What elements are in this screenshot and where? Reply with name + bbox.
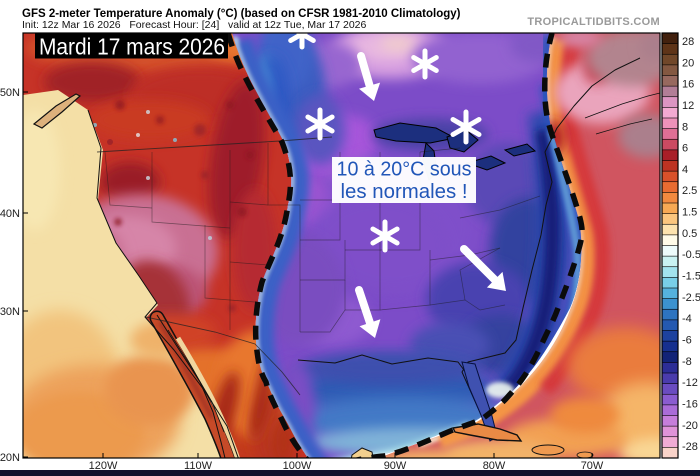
- svg-text:28: 28: [682, 36, 694, 48]
- svg-text:8: 8: [682, 121, 688, 133]
- svg-text:2.5: 2.5: [682, 185, 697, 197]
- svg-text:20N: 20N: [0, 452, 20, 464]
- svg-text:GFS 2-meter Temperature Anomal: GFS 2-meter Temperature Anomaly (°C) (ba…: [22, 8, 461, 20]
- svg-text:-28: -28: [682, 441, 698, 453]
- svg-text:80W: 80W: [483, 460, 506, 472]
- svg-text:110W: 110W: [184, 460, 213, 472]
- svg-text:50N: 50N: [0, 87, 20, 99]
- svg-text:0.5: 0.5: [682, 228, 697, 240]
- svg-text:TROPICALTIDBITS.COM: TROPICALTIDBITS.COM: [527, 16, 660, 28]
- svg-text:90W: 90W: [384, 460, 407, 472]
- svg-text:20: 20: [682, 57, 694, 69]
- svg-text:-1.5: -1.5: [682, 271, 700, 283]
- svg-text:Mardi 17 mars 2026: Mardi 17 mars 2026: [39, 34, 225, 60]
- svg-text:30N: 30N: [0, 306, 20, 318]
- svg-text:-4: -4: [682, 313, 692, 325]
- svg-text:40N: 40N: [0, 208, 20, 220]
- svg-text:-8: -8: [682, 356, 692, 368]
- svg-text:-12: -12: [682, 377, 698, 389]
- svg-text:-6: -6: [682, 334, 692, 346]
- svg-text:-0.5: -0.5: [682, 249, 700, 261]
- svg-text:1.5: 1.5: [682, 207, 697, 219]
- svg-text:120W: 120W: [89, 460, 118, 472]
- svg-text:-20: -20: [682, 420, 698, 432]
- svg-text:70W: 70W: [581, 460, 604, 472]
- svg-text:-16: -16: [682, 398, 698, 410]
- svg-text:Init: 12z Mar 16 2026 Foreca: Init: 12z Mar 16 2026 Forecast Hour: [24…: [22, 19, 367, 31]
- svg-text:16: 16: [682, 79, 694, 91]
- svg-text:-2.5: -2.5: [682, 292, 700, 304]
- svg-text:100W: 100W: [283, 460, 312, 472]
- svg-text:les normales !: les normales !: [341, 181, 468, 203]
- svg-text:6: 6: [682, 143, 688, 155]
- svg-text:12: 12: [682, 100, 694, 112]
- svg-text:4: 4: [682, 164, 688, 176]
- svg-text:10 à 20°C sous: 10 à 20°C sous: [337, 159, 472, 181]
